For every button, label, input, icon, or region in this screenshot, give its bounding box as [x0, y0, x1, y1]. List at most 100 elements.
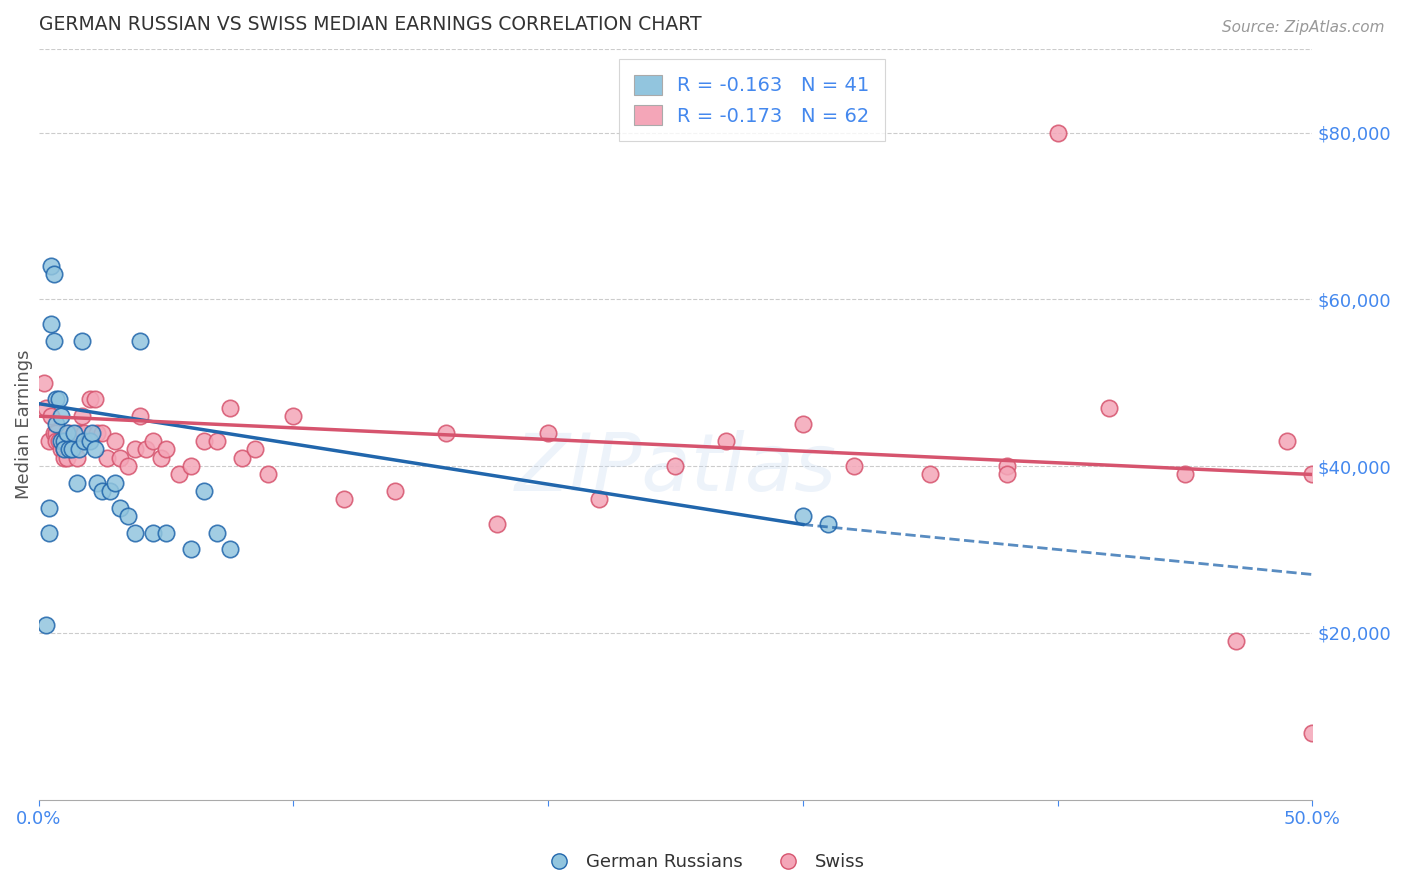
Point — [45, 392, 67, 407]
Point — [243, 442, 266, 457]
Point — [67, 425, 90, 440]
Point — [38, 525, 60, 540]
Point — [91, 484, 114, 499]
Point — [205, 525, 228, 540]
Text: GERMAN RUSSIAN VS SWISS MEDIAN EARNINGS CORRELATION CHART: GERMAN RUSSIAN VS SWISS MEDIAN EARNINGS … — [38, 15, 702, 34]
Point — [588, 492, 610, 507]
Point — [63, 425, 86, 440]
Point — [63, 442, 86, 457]
Point — [96, 450, 118, 465]
Point — [108, 450, 131, 465]
Point — [1301, 467, 1323, 482]
Point — [45, 434, 67, 449]
Point — [792, 417, 814, 432]
Point — [817, 517, 839, 532]
Point — [333, 492, 356, 507]
Point — [537, 425, 560, 440]
Point — [39, 409, 62, 424]
Point — [1174, 467, 1197, 482]
Point — [124, 442, 146, 457]
Point — [218, 401, 240, 415]
Point — [218, 542, 240, 557]
Point — [104, 434, 127, 449]
Point — [486, 517, 509, 532]
Point — [35, 401, 58, 415]
Point — [70, 409, 93, 424]
Point — [42, 268, 65, 282]
Point — [48, 434, 70, 449]
Point — [205, 434, 228, 449]
Point — [1275, 434, 1298, 449]
Point — [129, 334, 152, 348]
Point — [135, 442, 157, 457]
Point — [664, 459, 686, 474]
Point — [60, 434, 83, 449]
Point — [53, 442, 76, 457]
Point — [48, 392, 70, 407]
Point — [86, 475, 108, 490]
Point — [67, 442, 90, 457]
Point — [53, 434, 76, 449]
Point — [53, 442, 76, 457]
Point — [42, 334, 65, 348]
Point — [149, 450, 172, 465]
Point — [180, 542, 202, 557]
Point — [117, 509, 139, 524]
Point — [51, 434, 73, 449]
Point — [142, 525, 165, 540]
Point — [98, 484, 121, 499]
Point — [32, 376, 55, 390]
Point — [1097, 401, 1119, 415]
Point — [167, 467, 190, 482]
Point — [45, 425, 67, 440]
Point — [80, 425, 103, 440]
Point — [66, 450, 89, 465]
Point — [83, 392, 105, 407]
Point — [39, 259, 62, 273]
Point — [73, 434, 96, 449]
Point — [104, 475, 127, 490]
Point — [716, 434, 738, 449]
Point — [155, 442, 177, 457]
Point — [70, 334, 93, 348]
Text: Source: ZipAtlas.com: Source: ZipAtlas.com — [1222, 20, 1385, 35]
Point — [108, 500, 131, 515]
Point — [79, 392, 101, 407]
Point — [231, 450, 253, 465]
Legend: German Russians, Swiss: German Russians, Swiss — [534, 847, 872, 879]
Point — [51, 409, 73, 424]
Point — [79, 434, 101, 449]
Point — [129, 409, 152, 424]
Point — [193, 484, 215, 499]
Point — [434, 425, 457, 440]
Text: ZIPatlas: ZIPatlas — [515, 431, 837, 508]
Point — [38, 500, 60, 515]
Point — [384, 484, 406, 499]
Point — [283, 409, 305, 424]
Point — [124, 525, 146, 540]
Point — [53, 450, 76, 465]
Point — [58, 442, 80, 457]
Point — [1046, 126, 1069, 140]
Point — [39, 318, 62, 332]
Point — [155, 525, 177, 540]
Point — [60, 442, 83, 457]
Point — [55, 425, 77, 440]
Point — [42, 425, 65, 440]
Point — [995, 459, 1018, 474]
Point — [35, 617, 58, 632]
Y-axis label: Median Earnings: Median Earnings — [15, 350, 32, 500]
Legend: R = -0.163   N = 41, R = -0.173   N = 62: R = -0.163 N = 41, R = -0.173 N = 62 — [619, 59, 884, 141]
Point — [51, 442, 73, 457]
Point — [995, 467, 1018, 482]
Point — [86, 425, 108, 440]
Point — [73, 425, 96, 440]
Point — [1225, 634, 1247, 648]
Point — [45, 417, 67, 432]
Point — [55, 450, 77, 465]
Point — [920, 467, 942, 482]
Point — [142, 434, 165, 449]
Point — [58, 425, 80, 440]
Point — [38, 434, 60, 449]
Point — [193, 434, 215, 449]
